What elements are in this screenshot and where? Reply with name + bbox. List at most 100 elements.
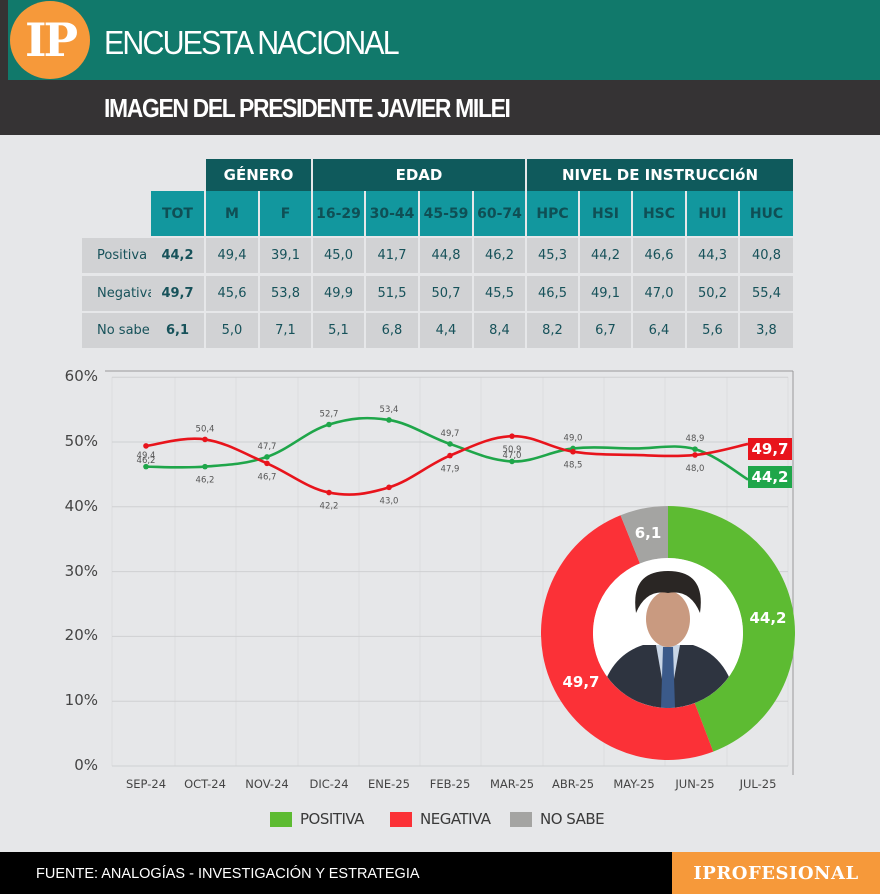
table-cell: 45,3 (527, 238, 578, 273)
table-cell: 6,4 (633, 313, 685, 348)
svg-text:47,7: 47,7 (258, 442, 277, 452)
legend-item-negativa: NEGATIVA (390, 810, 491, 828)
svg-text:46,2: 46,2 (196, 476, 215, 486)
donut-slice-no-sabe (620, 506, 668, 564)
table-cell: 7,1 (260, 313, 311, 348)
table-cell: 5,1 (313, 313, 364, 348)
table-total-cell: 44,2 (151, 238, 204, 273)
table-cell: 45,6 (206, 276, 258, 311)
svg-text:47,9: 47,9 (441, 465, 460, 475)
y-tick-label: 0% (74, 756, 98, 774)
table-column-header: F (260, 191, 311, 236)
x-tick-label: JUL-25 (739, 777, 777, 791)
x-tick-label: JUN-25 (675, 777, 715, 791)
table-row-label: No sabe (82, 313, 151, 348)
x-tick-label: DIC-24 (309, 777, 349, 791)
subtitle-bar (0, 80, 880, 135)
y-tick-label: 10% (64, 691, 98, 710)
table-column-header: 45-59 (420, 191, 472, 236)
table-group-header: EDAD (313, 159, 525, 191)
svg-text:48,5: 48,5 (564, 461, 583, 471)
table-column-header: 16-29 (313, 191, 364, 236)
table-cell: 53,8 (260, 276, 311, 311)
table-row-label: Negativa (82, 276, 155, 311)
ip-logo: IP (10, 1, 90, 79)
x-tick-label: OCT-24 (184, 777, 226, 791)
table-cell: 41,7 (366, 238, 418, 273)
portrait-icon (598, 571, 738, 708)
table-cell: 49,1 (580, 276, 631, 311)
end-label-positiva: 44,2 (748, 466, 792, 488)
page-subtitle: IMAGEN DEL PRESIDENTE JAVIER MILEI (104, 93, 511, 123)
table-column-header: HUI (687, 191, 738, 236)
header-teal-band (8, 0, 880, 80)
svg-text:49,7: 49,7 (441, 429, 460, 439)
page-title: ENCUESTA NACIONAL (104, 24, 400, 61)
table-total-cell: 6,1 (151, 313, 204, 348)
x-tick-label: SEP-24 (125, 777, 167, 791)
table-group-header: GÉNERO (206, 159, 311, 191)
table-cell: 46,2 (474, 238, 525, 273)
table-cell: 51,5 (366, 276, 418, 311)
donut-value-label: 6,1 (635, 524, 662, 542)
table-column-header: 30-44 (366, 191, 418, 236)
table-cell: 45,5 (474, 276, 525, 311)
table-cell: 44,2 (580, 238, 631, 273)
table-cell: 49,4 (206, 238, 258, 273)
table-column-header: HPC (527, 191, 578, 236)
legend-swatch-no-sabe (510, 811, 532, 827)
legend-item-no-sabe: NO SABE (510, 810, 605, 828)
table-cell: 6,7 (580, 313, 631, 348)
legend-swatch-negativa (390, 811, 412, 827)
table-group-header: NIVEL DE INSTRUCCIóN (527, 159, 793, 191)
y-tick-label: 20% (64, 626, 98, 645)
svg-text:50,9: 50,9 (503, 445, 522, 455)
svg-text:49,0: 49,0 (564, 433, 583, 443)
legend-swatch-positiva (270, 811, 292, 827)
svg-text:53,4: 53,4 (380, 405, 399, 415)
x-tick-label: MAY-25 (613, 777, 655, 791)
table-column-header: 60-74 (474, 191, 525, 236)
table-cell: 6,8 (366, 313, 418, 348)
table-cell: 5,0 (206, 313, 258, 348)
y-tick-label: 30% (64, 561, 98, 580)
donut-value-label: 49,7 (562, 673, 599, 691)
table-cell: 4,4 (420, 313, 472, 348)
donut-value-label: 44,2 (749, 609, 786, 627)
svg-text:52,7: 52,7 (320, 410, 339, 420)
x-tick-label: ABR-25 (551, 777, 595, 791)
x-tick-label: NOV-24 (245, 777, 289, 791)
table-cell: 46,5 (527, 276, 578, 311)
x-tick-label: ENE-25 (368, 777, 410, 791)
svg-text:46,2: 46,2 (137, 456, 156, 466)
table-cell: 8,4 (474, 313, 525, 348)
svg-text:50,4: 50,4 (196, 424, 215, 434)
brand-logo: IPROFESIONAL (672, 852, 880, 894)
svg-text:46,7: 46,7 (258, 472, 277, 482)
table-column-header: HUC (740, 191, 793, 236)
table-column-header: HSC (633, 191, 685, 236)
table-row-label: Positiva (82, 238, 151, 273)
table-cell: 47,0 (633, 276, 685, 311)
legend-label: NEGATIVA (420, 810, 491, 828)
y-tick-label: 40% (64, 496, 98, 515)
donut-slice-positiva (668, 506, 795, 752)
table-total-cell: 49,7 (151, 276, 204, 311)
table-cell: 55,4 (740, 276, 793, 311)
x-tick-label: FEB-25 (429, 777, 471, 791)
y-tick-label: 60% (64, 367, 98, 386)
table-cell: 45,0 (313, 238, 364, 273)
x-tick-label: MAR-25 (489, 777, 535, 791)
table-cell: 40,8 (740, 238, 793, 273)
table-cell: 3,8 (740, 313, 793, 348)
svg-text:42,2: 42,2 (320, 502, 339, 512)
table-cell: 50,2 (687, 276, 738, 311)
svg-text:48,0: 48,0 (686, 464, 705, 474)
source-text: FUENTE: ANALOGÍAS - INVESTIGACIÓN Y ESTR… (36, 866, 420, 882)
svg-text:48,9: 48,9 (686, 434, 705, 444)
table-cell: 50,7 (420, 276, 472, 311)
table-column-header: HSI (580, 191, 631, 236)
svg-text:49,4: 49,4 (137, 451, 156, 461)
table-cell: 8,2 (527, 313, 578, 348)
